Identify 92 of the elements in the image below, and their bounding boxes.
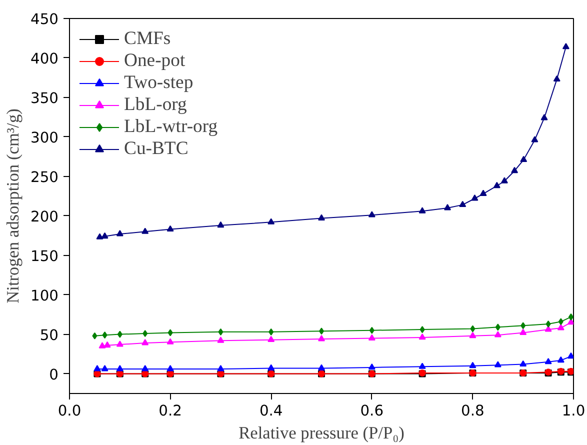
point bbox=[459, 200, 466, 208]
point bbox=[470, 325, 476, 332]
point bbox=[418, 333, 426, 340]
point bbox=[368, 363, 376, 370]
y-tick-label: 150 bbox=[30, 248, 59, 265]
point bbox=[420, 326, 425, 334]
point bbox=[469, 362, 476, 368]
point bbox=[217, 221, 224, 228]
point bbox=[268, 218, 275, 224]
point bbox=[557, 356, 564, 363]
point bbox=[494, 331, 502, 338]
point bbox=[142, 339, 149, 346]
point bbox=[520, 156, 528, 162]
point bbox=[217, 336, 224, 343]
point bbox=[117, 330, 122, 338]
point bbox=[116, 230, 124, 236]
point bbox=[500, 177, 508, 184]
y-tick-label: 0 bbox=[49, 366, 59, 384]
point bbox=[217, 365, 224, 372]
point bbox=[444, 204, 451, 210]
point bbox=[495, 324, 500, 331]
point bbox=[520, 322, 526, 330]
point bbox=[418, 362, 426, 369]
y-tick-label: 350 bbox=[30, 90, 59, 107]
x-tick-label: 0.2 bbox=[158, 402, 182, 420]
point bbox=[471, 194, 478, 201]
x-tick-label: 0.0 bbox=[58, 402, 82, 420]
point bbox=[368, 211, 376, 218]
point bbox=[557, 324, 564, 330]
point bbox=[166, 225, 174, 232]
point bbox=[318, 335, 325, 342]
point bbox=[511, 166, 518, 174]
legend-label: Two-step bbox=[124, 72, 194, 94]
point bbox=[102, 332, 108, 339]
point bbox=[268, 336, 275, 342]
y-tick-label: 200 bbox=[30, 208, 59, 226]
point bbox=[98, 342, 106, 348]
point bbox=[142, 330, 148, 337]
point bbox=[540, 114, 548, 120]
point bbox=[101, 232, 108, 239]
legend-label: LbL-wtr-org bbox=[124, 116, 218, 138]
y-axis-title: Nitrogen adsorption (cm³/g) bbox=[4, 108, 23, 304]
point bbox=[142, 228, 149, 234]
legend-label: One-pot bbox=[124, 50, 186, 72]
point bbox=[520, 328, 527, 335]
point bbox=[104, 341, 111, 348]
point bbox=[166, 338, 174, 344]
point bbox=[94, 365, 101, 372]
point bbox=[142, 365, 149, 372]
x-tick-label: 0.8 bbox=[461, 402, 484, 420]
point bbox=[494, 361, 502, 368]
legend-label: CMFs bbox=[124, 28, 171, 50]
point bbox=[92, 332, 98, 340]
point bbox=[218, 328, 224, 336]
point bbox=[567, 352, 574, 359]
point bbox=[268, 364, 275, 370]
point bbox=[520, 360, 527, 367]
point bbox=[96, 233, 104, 240]
point bbox=[553, 75, 560, 82]
point bbox=[168, 329, 173, 336]
y-tick-label: 50 bbox=[40, 326, 59, 344]
point bbox=[418, 207, 426, 214]
point bbox=[480, 190, 487, 196]
point bbox=[101, 365, 108, 372]
point bbox=[531, 136, 538, 142]
point bbox=[268, 328, 274, 336]
point bbox=[116, 365, 124, 372]
point bbox=[116, 340, 124, 347]
point bbox=[558, 318, 564, 326]
point bbox=[166, 365, 174, 372]
legend-label: LbL-org bbox=[124, 94, 187, 116]
point bbox=[469, 332, 476, 338]
x-tick-label: 0.4 bbox=[259, 402, 283, 420]
y-tick-label: 250 bbox=[30, 168, 59, 186]
point bbox=[544, 358, 552, 364]
point bbox=[318, 214, 325, 220]
x-tick-label: 1.0 bbox=[562, 402, 586, 420]
point bbox=[318, 364, 325, 370]
y-tick-label: 400 bbox=[30, 50, 59, 68]
x-axis-title: Relative pressure (P/P₀) bbox=[238, 424, 405, 442]
point bbox=[562, 42, 570, 50]
point bbox=[568, 313, 574, 320]
legend-label: Cu-BTC bbox=[124, 138, 188, 160]
point bbox=[546, 320, 551, 328]
point bbox=[544, 326, 552, 332]
point bbox=[493, 182, 500, 188]
x-tick-label: 0.6 bbox=[360, 402, 384, 420]
point bbox=[369, 326, 374, 334]
y-tick-label: 300 bbox=[30, 129, 59, 146]
y-tick-label: 450 bbox=[30, 11, 59, 28]
point bbox=[368, 334, 376, 340]
y-tick-label: 100 bbox=[30, 287, 59, 304]
